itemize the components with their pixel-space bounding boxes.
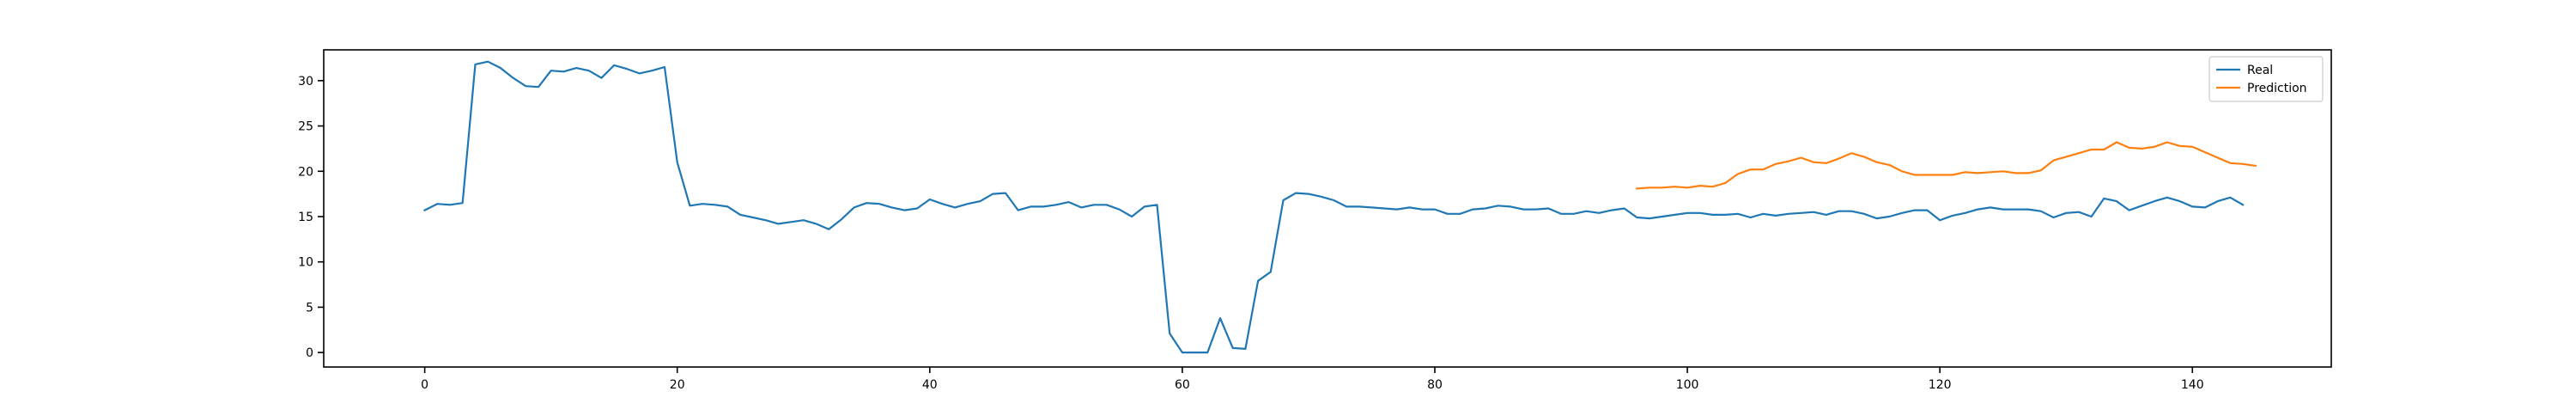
- x-tick-label: 40: [922, 378, 938, 392]
- legend-label: Prediction: [2247, 82, 2307, 95]
- y-tick-label: 30: [298, 75, 313, 89]
- legend-label: Real: [2247, 64, 2273, 77]
- y-tick-label: 25: [298, 120, 313, 134]
- series-lines: [423, 60, 2257, 354]
- y-axis: 0 5 10 15 20 25 30: [298, 75, 324, 360]
- x-tick-label: 140: [2181, 378, 2204, 392]
- legend: Real Prediction: [2208, 56, 2324, 102]
- x-tick-label: 20: [670, 378, 685, 392]
- y-tick-label: 15: [298, 211, 313, 224]
- legend-box: [2208, 56, 2324, 102]
- x-tick-label: 80: [1427, 378, 1443, 392]
- axes-frame: [323, 49, 2332, 368]
- x-tick-label: 60: [1175, 378, 1190, 392]
- series-line-prediction: [1636, 141, 2257, 190]
- x-tick-label: 0: [421, 378, 428, 392]
- series-line-real: [423, 60, 2245, 354]
- x-axis: 0 20 40 60 80 100 120 140: [421, 367, 2204, 392]
- y-tick-label: 10: [298, 256, 313, 270]
- y-tick-label: 20: [298, 165, 313, 179]
- y-tick-label: 5: [306, 301, 313, 315]
- x-tick-label: 120: [1929, 378, 1952, 392]
- x-tick-label: 100: [1676, 378, 1699, 392]
- y-tick-label: 0: [306, 346, 313, 360]
